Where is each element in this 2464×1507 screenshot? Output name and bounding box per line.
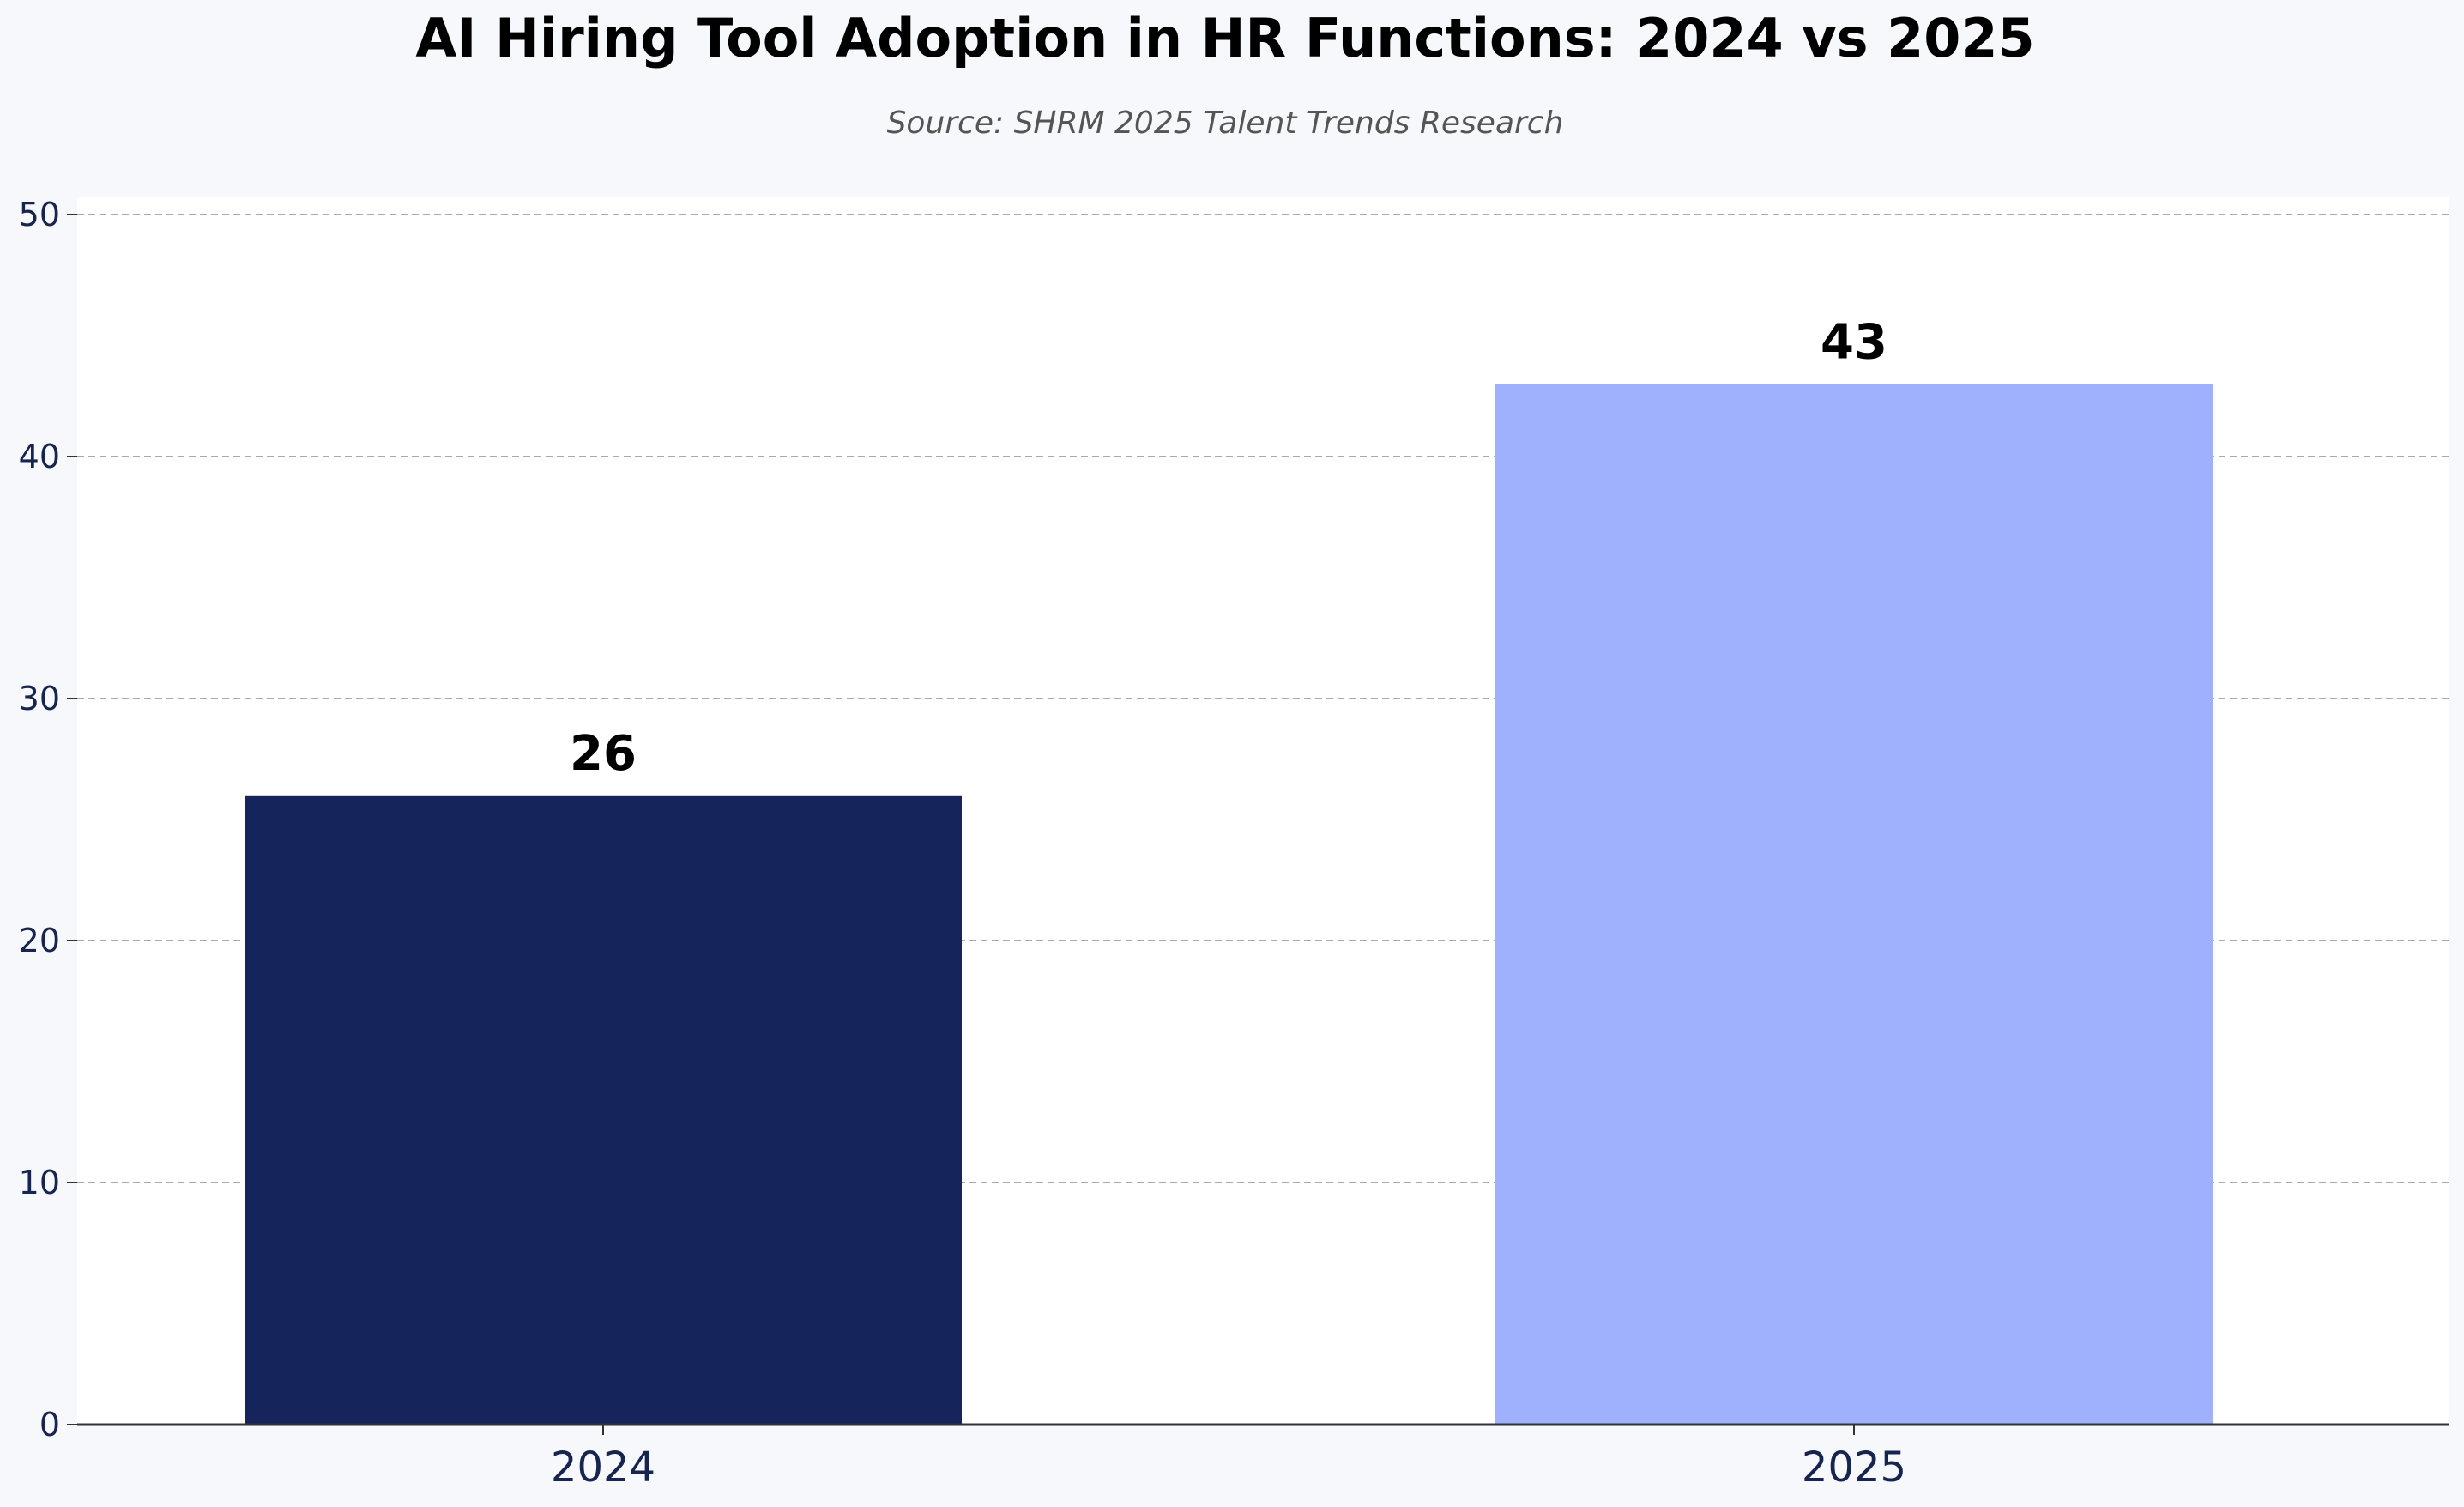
x-tick-label-2024: 2024 [551, 1443, 655, 1492]
y-tick-label: 20 [19, 922, 60, 959]
y-tick-label: 40 [19, 438, 60, 475]
y-axis: 0 10 20 30 40 50 [19, 196, 77, 1443]
chart-subtitle: Source: SHRM 2025 Talent Trends Research [887, 106, 1564, 141]
bar-2024 [245, 795, 962, 1425]
y-tick-label: 50 [19, 196, 60, 233]
x-axis: 2024 2025 [551, 1425, 1906, 1492]
chart-title: AI Hiring Tool Adoption in HR Functions:… [415, 7, 2034, 70]
data-label-2025: 43 [1821, 314, 1887, 370]
bars [245, 384, 2213, 1425]
y-tick-label: 0 [39, 1406, 60, 1443]
data-label-2024: 26 [570, 726, 637, 782]
bar-2025 [1495, 384, 2213, 1425]
data-labels: 26 43 [570, 314, 1887, 781]
y-tick-label: 10 [19, 1164, 60, 1201]
y-tick-label: 30 [19, 680, 60, 717]
x-tick-label-2025: 2025 [1802, 1443, 1906, 1492]
